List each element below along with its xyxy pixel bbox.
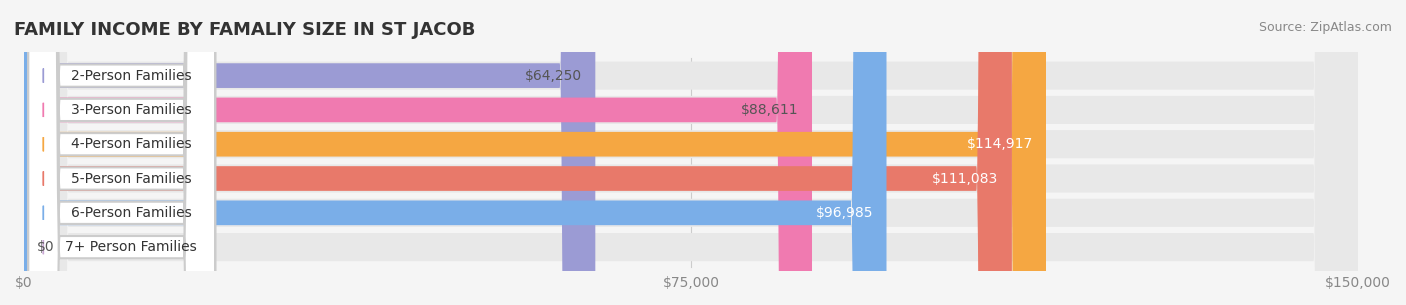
Text: FAMILY INCOME BY FAMALIY SIZE IN ST JACOB: FAMILY INCOME BY FAMALIY SIZE IN ST JACO… <box>14 21 475 39</box>
FancyBboxPatch shape <box>28 0 215 305</box>
Text: $114,917: $114,917 <box>966 137 1032 151</box>
FancyBboxPatch shape <box>24 0 1358 305</box>
FancyBboxPatch shape <box>24 0 887 305</box>
Text: 2-Person Families: 2-Person Families <box>70 69 191 83</box>
FancyBboxPatch shape <box>28 0 215 305</box>
FancyBboxPatch shape <box>24 0 1358 305</box>
Text: Source: ZipAtlas.com: Source: ZipAtlas.com <box>1258 21 1392 34</box>
Text: 5-Person Families: 5-Person Families <box>70 171 191 185</box>
FancyBboxPatch shape <box>24 0 1012 305</box>
FancyBboxPatch shape <box>24 0 813 305</box>
FancyBboxPatch shape <box>24 0 1046 305</box>
FancyBboxPatch shape <box>24 0 1358 305</box>
Text: $111,083: $111,083 <box>932 171 998 185</box>
Text: 4-Person Families: 4-Person Families <box>70 137 191 151</box>
Text: 7+ Person Families: 7+ Person Families <box>65 240 197 254</box>
Text: $0: $0 <box>37 240 55 254</box>
FancyBboxPatch shape <box>28 0 215 305</box>
FancyBboxPatch shape <box>28 0 215 305</box>
Text: 6-Person Families: 6-Person Families <box>70 206 191 220</box>
FancyBboxPatch shape <box>28 0 215 305</box>
Text: $96,985: $96,985 <box>815 206 873 220</box>
Text: 3-Person Families: 3-Person Families <box>70 103 191 117</box>
FancyBboxPatch shape <box>24 0 1358 305</box>
FancyBboxPatch shape <box>24 0 1358 305</box>
Text: $64,250: $64,250 <box>524 69 582 83</box>
Text: $88,611: $88,611 <box>741 103 799 117</box>
FancyBboxPatch shape <box>24 0 1358 305</box>
FancyBboxPatch shape <box>28 0 215 305</box>
FancyBboxPatch shape <box>24 0 595 305</box>
